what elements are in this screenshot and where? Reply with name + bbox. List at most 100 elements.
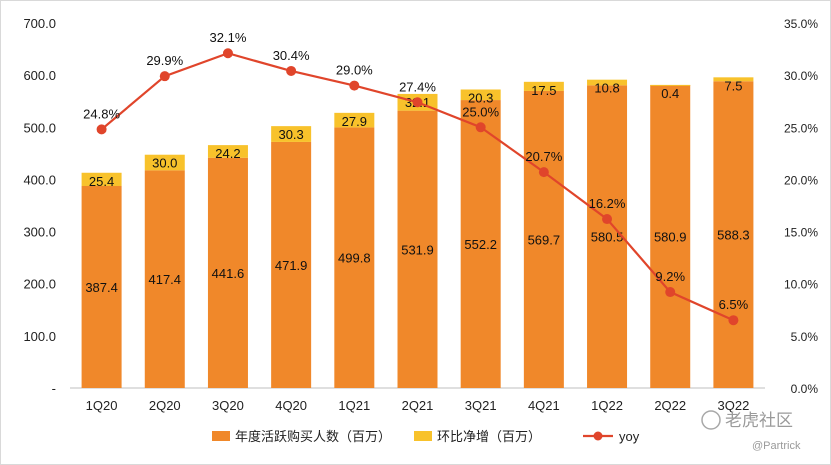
x-tick-label: 4Q20 <box>275 398 307 413</box>
yoy-label: 9.2% <box>655 269 685 284</box>
bar-net-increase <box>713 77 754 82</box>
bar-net-increase <box>523 81 564 91</box>
x-tick-label: 3Q20 <box>212 398 244 413</box>
yoy-point <box>222 48 233 59</box>
bar-net-increase-label: 30.3 <box>278 127 303 142</box>
bar-net-increase-label: 0.4 <box>661 86 679 101</box>
y-tick-label: 400.0 <box>23 172 56 187</box>
bar-net-increase-label: 17.5 <box>531 83 556 98</box>
bar-net-increase-label: 24.2 <box>215 146 240 161</box>
x-tick-label: 3Q22 <box>718 398 750 413</box>
y-tick-label: 300.0 <box>23 225 56 240</box>
yoy-label: 20.7% <box>525 149 562 164</box>
yoy-label: 24.8% <box>83 106 120 121</box>
legend-label-net-increase: 环比净增（百万） <box>437 429 541 444</box>
bar-active-buyers-label: 588.3 <box>717 228 750 243</box>
watermark-user: @Partrick <box>752 440 801 452</box>
y2-tick-label: 30.0% <box>784 69 818 83</box>
yoy-label: 6.5% <box>719 297 749 312</box>
bar-net-increase <box>271 126 312 142</box>
bar-net-increase <box>81 172 122 186</box>
bar-active-buyers <box>397 110 438 388</box>
bar-active-buyers-label: 580.5 <box>591 230 624 245</box>
yoy-label: 29.9% <box>146 53 183 68</box>
yoy-point <box>475 122 486 133</box>
bar-net-increase <box>460 89 501 101</box>
bar-active-buyers <box>713 81 754 389</box>
y-tick-label: - <box>52 381 56 396</box>
y-tick-label: 200.0 <box>23 277 56 292</box>
bar-active-buyers-label: 471.9 <box>275 258 308 273</box>
yoy-point <box>665 287 676 298</box>
y2-tick-label: 10.0% <box>784 278 818 292</box>
yoy-label: 16.2% <box>589 196 626 211</box>
yoy-point <box>159 71 170 82</box>
bar-active-buyers <box>650 85 691 388</box>
bar-active-buyers <box>81 185 122 388</box>
bar-net-increase <box>650 84 691 86</box>
y-tick-label: 500.0 <box>23 120 56 135</box>
bar-active-buyers-label: 531.9 <box>401 242 434 257</box>
tiger-logo-icon <box>701 410 721 430</box>
bar-net-increase-label: 20.3 <box>468 90 493 105</box>
bar-net-increase <box>334 112 375 128</box>
bar-active-buyers <box>144 170 185 388</box>
bar-net-increase-label: 10.8 <box>594 81 619 96</box>
bar-active-buyers-label: 569.7 <box>528 232 561 247</box>
x-tick-label: 2Q21 <box>402 398 434 413</box>
x-tick-label: 2Q20 <box>149 398 181 413</box>
yoy-label: 25.0% <box>462 104 499 119</box>
bar-net-increase-label: 25.4 <box>89 174 114 189</box>
bar-active-buyers-label: 417.4 <box>148 272 181 287</box>
bar-net-increase-label: 7.5 <box>724 78 742 93</box>
y2-tick-label: 5.0% <box>791 330 819 344</box>
x-tick-label: 1Q21 <box>338 398 370 413</box>
legend-label-active-buyers: 年度活跃购买人数（百万） <box>235 429 391 444</box>
y2-tick-label: 20.0% <box>784 173 818 187</box>
x-tick-label: 1Q20 <box>86 398 118 413</box>
bar-active-buyers <box>207 157 248 388</box>
bar-active-buyers <box>271 141 312 388</box>
bar-net-increase <box>207 145 248 158</box>
bar-net-increase <box>587 79 628 86</box>
yoy-point <box>728 315 739 326</box>
bar-active-buyers-label: 580.9 <box>654 230 687 245</box>
y2-tick-label: 15.0% <box>784 226 818 240</box>
yoy-point <box>412 97 423 108</box>
bar-net-increase <box>144 154 185 171</box>
x-tick-label: 2Q22 <box>654 398 686 413</box>
yoy-label: 27.4% <box>399 79 436 94</box>
bar-active-buyers-label: 387.4 <box>85 280 118 295</box>
bar-active-buyers <box>523 90 564 389</box>
yoy-label: 29.0% <box>336 63 373 78</box>
yoy-point <box>602 214 613 225</box>
legend-label-yoy: yoy <box>619 429 640 444</box>
bar-active-buyers <box>587 85 628 388</box>
y2-tick-label: 35.0% <box>784 17 818 31</box>
legend-swatch-net-increase <box>414 431 432 441</box>
bar-active-buyers <box>460 100 501 389</box>
y-tick-label: 600.0 <box>23 68 56 83</box>
yoy-point <box>286 65 297 76</box>
watermark-brand: 老虎社区 <box>725 411 793 430</box>
yoy-label: 30.4% <box>273 48 310 63</box>
legend-swatch-active-buyers <box>212 431 230 441</box>
x-tick-label: 3Q21 <box>465 398 497 413</box>
bar-active-buyers-label: 441.6 <box>212 266 245 281</box>
yoy-point <box>96 124 107 135</box>
x-tick-label: 4Q21 <box>528 398 560 413</box>
legend-swatch-yoy-marker <box>593 431 603 441</box>
y-tick-label: 700.0 <box>23 16 56 31</box>
x-tick-label: 1Q22 <box>591 398 623 413</box>
bar-net-increase-label: 27.9 <box>342 114 367 129</box>
bar-net-increase-label: 30.0 <box>152 156 177 171</box>
y2-tick-label: 25.0% <box>784 121 818 135</box>
yoy-point <box>349 80 360 91</box>
yoy-point <box>538 167 549 178</box>
bar-active-buyers-label: 499.8 <box>338 251 371 266</box>
y2-tick-label: 0.0% <box>791 382 819 396</box>
bar-active-buyers <box>334 127 375 388</box>
yoy-label: 32.1% <box>210 30 247 45</box>
bar-active-buyers-label: 552.2 <box>464 237 497 252</box>
